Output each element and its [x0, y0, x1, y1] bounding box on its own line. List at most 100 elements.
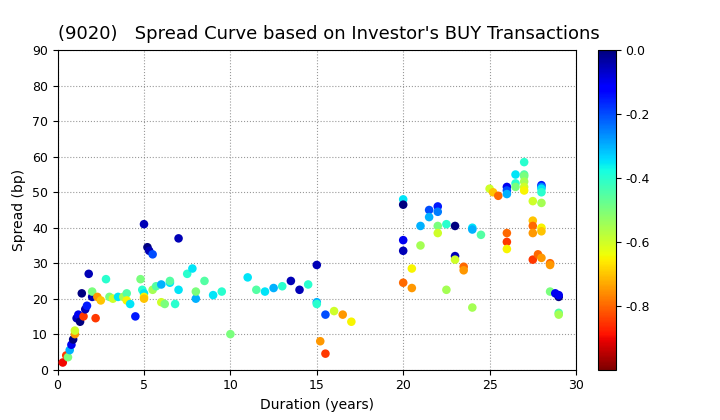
Point [441, 221, 452, 228]
Point [68, 336, 79, 343]
Point [337, 311, 348, 318]
Point [423, 207, 435, 213]
Point [71, 315, 82, 322]
Y-axis label: Spread (bp): Spread (bp) [12, 169, 27, 251]
Point [156, 299, 167, 306]
Point [138, 294, 150, 300]
Point [432, 203, 444, 210]
Point [251, 286, 262, 293]
Point [159, 301, 171, 307]
Point [397, 201, 409, 208]
Point [423, 214, 435, 220]
Point [60, 352, 72, 359]
Point [164, 278, 176, 284]
Point [406, 265, 418, 272]
Point [83, 270, 94, 277]
Point [397, 237, 409, 244]
Point [415, 242, 426, 249]
Point [104, 294, 115, 300]
Point [518, 187, 530, 194]
Point [107, 295, 119, 302]
Point [397, 279, 409, 286]
Point [487, 189, 499, 196]
Point [320, 311, 331, 318]
Point [117, 294, 129, 300]
Point [199, 278, 210, 284]
Point [458, 263, 469, 270]
Point [518, 178, 530, 185]
Point [449, 256, 461, 263]
Point [130, 313, 141, 320]
Point [311, 262, 323, 268]
Point [544, 288, 556, 295]
Point [527, 198, 539, 205]
Point [536, 189, 547, 196]
Point [186, 265, 198, 272]
Point [536, 228, 547, 235]
Point [164, 279, 176, 286]
Point [90, 315, 102, 322]
Point [553, 310, 564, 316]
Point [432, 223, 444, 229]
Point [527, 256, 539, 263]
Point [91, 294, 103, 300]
Point [95, 297, 107, 304]
Point [242, 274, 253, 281]
Point [150, 283, 162, 290]
Point [173, 286, 184, 293]
Point [285, 278, 297, 284]
Point [138, 221, 150, 228]
Point [501, 230, 513, 236]
Point [294, 286, 305, 293]
Point [501, 246, 513, 252]
Point [536, 224, 547, 231]
Point [86, 288, 98, 295]
Point [190, 295, 202, 302]
Point [311, 299, 323, 306]
Point [527, 230, 539, 236]
Point [553, 294, 564, 300]
Point [268, 285, 279, 291]
Point [544, 262, 556, 268]
Point [74, 318, 86, 325]
Point [449, 253, 461, 260]
Point [143, 247, 155, 254]
Point [125, 301, 136, 307]
Point [320, 350, 331, 357]
Point [415, 223, 426, 229]
Point [142, 244, 153, 251]
Point [449, 223, 461, 229]
Point [518, 173, 530, 180]
Point [536, 182, 547, 189]
Point [467, 224, 478, 231]
Point [276, 283, 288, 290]
Point [532, 251, 544, 258]
Point [156, 281, 167, 288]
Point [66, 341, 77, 348]
Point [81, 302, 93, 309]
Point [302, 281, 314, 288]
Point [501, 187, 513, 194]
Point [406, 285, 418, 291]
Point [397, 247, 409, 254]
Point [311, 301, 323, 307]
Point [216, 288, 228, 295]
Point [57, 359, 68, 366]
Point [510, 184, 521, 190]
Point [328, 308, 340, 315]
Point [518, 171, 530, 178]
Point [458, 267, 469, 274]
X-axis label: Duration (years): Duration (years) [260, 398, 374, 412]
Point [69, 327, 81, 334]
Point [536, 255, 547, 261]
Point [225, 331, 236, 338]
Point [138, 290, 150, 297]
Point [147, 251, 158, 258]
Point [432, 230, 444, 236]
Point [259, 288, 271, 295]
Point [86, 294, 98, 300]
Point [315, 338, 326, 344]
Text: (9020)   Spread Curve based on Investor's BUY Transactions: (9020) Spread Curve based on Investor's … [58, 25, 599, 43]
Point [100, 276, 112, 283]
Point [190, 288, 202, 295]
